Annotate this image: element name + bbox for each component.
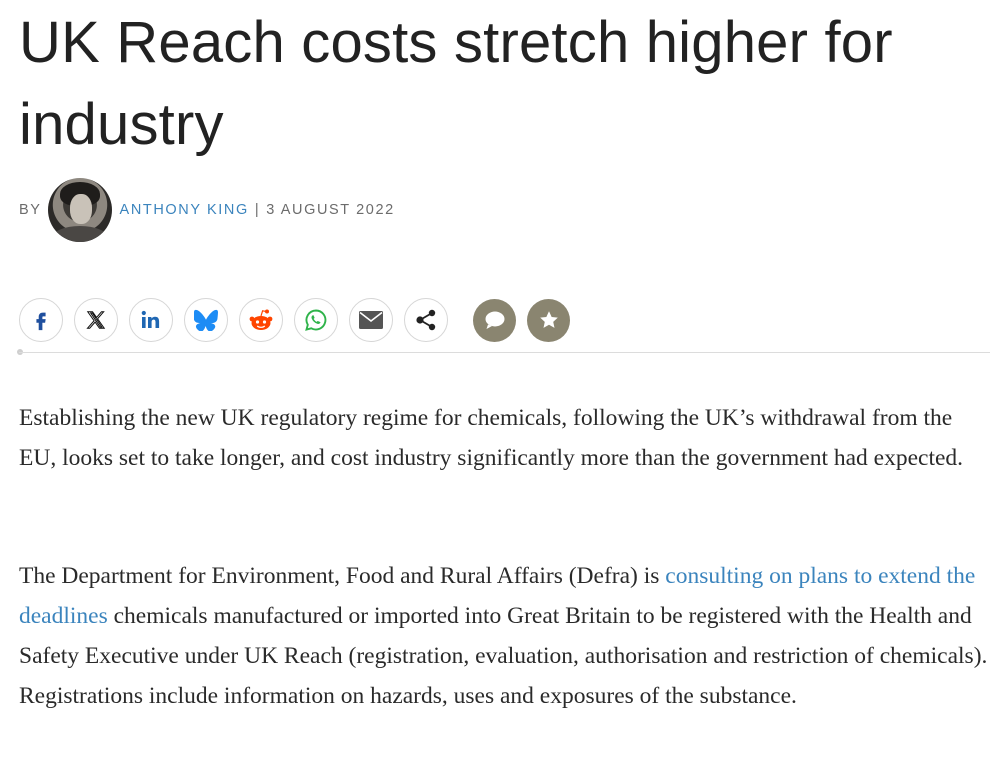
facebook-icon bbox=[36, 312, 46, 331]
share-linkedin-button[interactable] bbox=[129, 298, 173, 342]
publish-date: 3 AUGUST 2022 bbox=[266, 202, 395, 218]
x-icon bbox=[86, 311, 106, 329]
byline-separator: | bbox=[254, 202, 261, 218]
share-bar bbox=[19, 298, 570, 342]
share-whatsapp-button[interactable] bbox=[294, 298, 338, 342]
paragraph-text: The Department for Environment, Food and… bbox=[19, 563, 666, 589]
share-more-button[interactable] bbox=[404, 298, 448, 342]
author-avatar[interactable] bbox=[47, 178, 112, 242]
star-icon bbox=[539, 311, 558, 328]
divider bbox=[19, 352, 990, 353]
mail-icon bbox=[359, 311, 383, 329]
body-paragraph-1: Establishing the new UK regulatory regim… bbox=[19, 405, 964, 471]
consultation-link[interactable]: consulting on plans to extend the deadli… bbox=[19, 563, 976, 629]
paragraph-text: chemicals manufactured or imported into … bbox=[19, 603, 988, 709]
bookmark-button[interactable] bbox=[527, 298, 570, 342]
share-x-button[interactable] bbox=[74, 298, 118, 342]
share-facebook-button[interactable] bbox=[19, 298, 63, 342]
comment-icon bbox=[485, 311, 504, 329]
share-email-button[interactable] bbox=[349, 298, 393, 342]
linkedin-icon bbox=[141, 310, 160, 328]
article-title: UK Reach costs stretch higher for indust… bbox=[19, 10, 893, 157]
byline-by-label: BY bbox=[19, 202, 42, 218]
share-icon bbox=[416, 309, 436, 331]
whatsapp-icon bbox=[305, 309, 327, 331]
bluesky-icon bbox=[194, 309, 218, 331]
byline: BY ANTHONY KING | 3 AUGUST 2022 bbox=[19, 178, 395, 242]
author-link[interactable]: ANTHONY KING bbox=[119, 202, 249, 218]
comments-button[interactable] bbox=[473, 298, 516, 342]
body-paragraph-2: The Department for Environment, Food and… bbox=[19, 556, 994, 716]
share-bluesky-button[interactable] bbox=[184, 298, 228, 342]
share-reddit-button[interactable] bbox=[239, 298, 283, 342]
reddit-icon bbox=[249, 309, 273, 330]
